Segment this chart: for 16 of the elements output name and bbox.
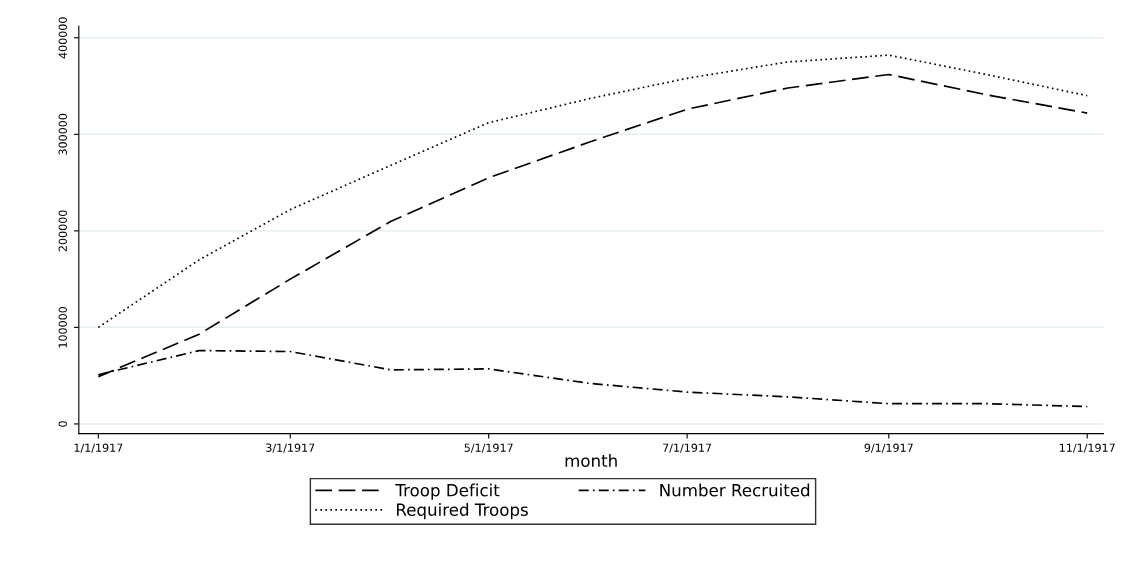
x-axis-title: month [565, 454, 617, 467]
legend-label: Number Recruited [660, 483, 810, 497]
x-tick-label: 11/1/1917 [1059, 443, 1115, 453]
y-tick-label: 100000 [58, 306, 67, 348]
y-tick-label: 0 [58, 421, 67, 427]
x-tick-label: 1/1/1917 [74, 443, 123, 453]
legend-label: Troop Deficit [395, 483, 500, 500]
x-tick-label: 3/1/1917 [266, 443, 315, 453]
y-tick-label: 200000 [58, 210, 67, 252]
x-tick-label: 9/1/1917 [864, 443, 913, 453]
y-tick-label: 300000 [58, 113, 67, 155]
y-tick-label: 400000 [58, 17, 67, 59]
line-series [97, 54, 1089, 329]
x-tick-label: 5/1/1917 [464, 443, 513, 453]
x-tick-label: 7/1/1917 [663, 443, 712, 453]
legend-label: Required Troops [397, 503, 528, 520]
